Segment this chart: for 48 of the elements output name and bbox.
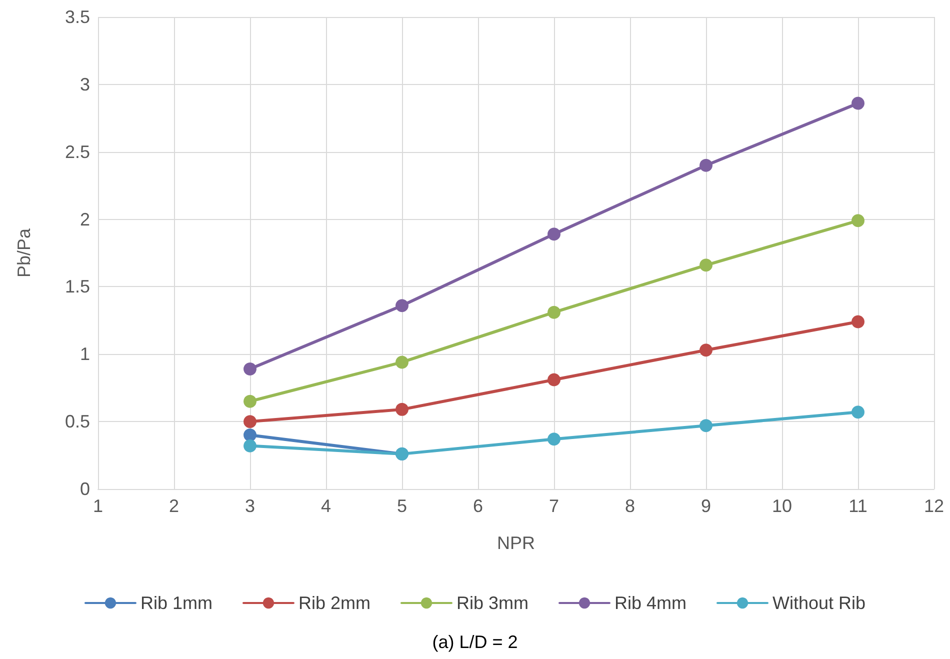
y-axis-title: Pb/Pa bbox=[14, 228, 34, 278]
x-tick-label: 6 bbox=[472, 496, 484, 516]
x-tick-label: 5 bbox=[396, 496, 408, 516]
x-tick-label: 8 bbox=[624, 496, 636, 516]
point bbox=[700, 419, 712, 432]
x-tick-label: 1 bbox=[92, 496, 104, 516]
point bbox=[548, 306, 560, 319]
point bbox=[244, 415, 256, 428]
x-tick-label: 7 bbox=[548, 496, 560, 516]
x-tick-label: 11 bbox=[848, 496, 868, 516]
point bbox=[852, 406, 864, 419]
x-axis-title: NPR bbox=[496, 533, 536, 553]
legend-label: Rib 4mm bbox=[614, 593, 687, 613]
point bbox=[700, 158, 712, 172]
point bbox=[244, 428, 256, 442]
y-tick-label: 2.5 bbox=[64, 142, 90, 162]
y-tick-label: 3 bbox=[80, 74, 90, 94]
point bbox=[700, 258, 712, 272]
x-tick-label: 12 bbox=[924, 496, 944, 516]
text: (a) L/D = 2 bbox=[432, 632, 518, 652]
y-tick-label: 3.5 bbox=[64, 7, 90, 27]
y-tick-label: 0 bbox=[80, 479, 90, 499]
point bbox=[244, 439, 256, 452]
point bbox=[244, 362, 256, 376]
point bbox=[700, 344, 712, 357]
y-tick-label: 2 bbox=[80, 209, 90, 230]
x-tick-label: 4 bbox=[320, 496, 332, 516]
point bbox=[852, 96, 864, 110]
legend-label: Rib 1mm bbox=[140, 593, 212, 613]
point bbox=[548, 373, 560, 386]
point bbox=[548, 228, 560, 241]
legend-label: Rib 3mm bbox=[456, 593, 528, 613]
y-tick-label: 1 bbox=[80, 344, 90, 364]
x-tick-label: 9 bbox=[700, 496, 712, 516]
x-tick-label: 2 bbox=[168, 496, 180, 516]
y-tick-label: 0.5 bbox=[64, 412, 90, 432]
point bbox=[396, 299, 408, 312]
y-tick-label: 1.5 bbox=[64, 276, 90, 297]
legend-label: Without Rib bbox=[772, 593, 866, 613]
x-tick-label: 10 bbox=[772, 496, 792, 516]
point bbox=[548, 432, 560, 446]
point bbox=[396, 356, 408, 369]
point bbox=[852, 214, 864, 228]
point bbox=[852, 315, 864, 328]
point bbox=[396, 402, 408, 416]
legend-label: Rib 2mm bbox=[298, 593, 370, 613]
x-tick-label: 3 bbox=[244, 496, 256, 516]
point bbox=[244, 394, 256, 408]
